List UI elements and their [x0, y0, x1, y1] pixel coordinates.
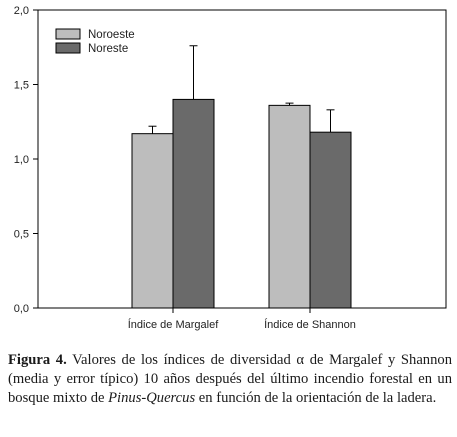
caption-text-before: Valores de los índices de diversidad α d…	[8, 352, 452, 406]
figure-caption: Figura 4. Valores de los índices de dive…	[8, 351, 452, 408]
legend-swatch	[55, 42, 81, 54]
legend-label: Noroeste	[88, 29, 135, 41]
caption-italic: Pinus-Quercus	[108, 390, 196, 406]
x-tick-label: Índice de Shannon	[264, 318, 356, 331]
bar-chart: 0,0 0,5 1,0 1,5 2,0 Índice de Margalef Índice …	[14, 5, 447, 331]
caption-text-after: en función de la orientación de la lader…	[195, 390, 437, 406]
y-tick-label: 1,0	[14, 154, 29, 166]
y-tick-label: 0,5	[14, 229, 29, 241]
bar	[131, 133, 174, 309]
x-tick-label: Índice de Margalef	[128, 318, 219, 331]
bar	[309, 131, 352, 309]
bar	[172, 98, 215, 309]
legend-swatch	[55, 28, 81, 40]
legend-label: Noreste	[88, 43, 128, 55]
caption-label: Figura 4.	[8, 352, 67, 368]
bar	[268, 104, 311, 309]
y-tick-label: 0,0	[14, 303, 29, 315]
y-tick-label: 2,0	[14, 5, 29, 17]
y-tick-label: 1,5	[14, 80, 29, 92]
